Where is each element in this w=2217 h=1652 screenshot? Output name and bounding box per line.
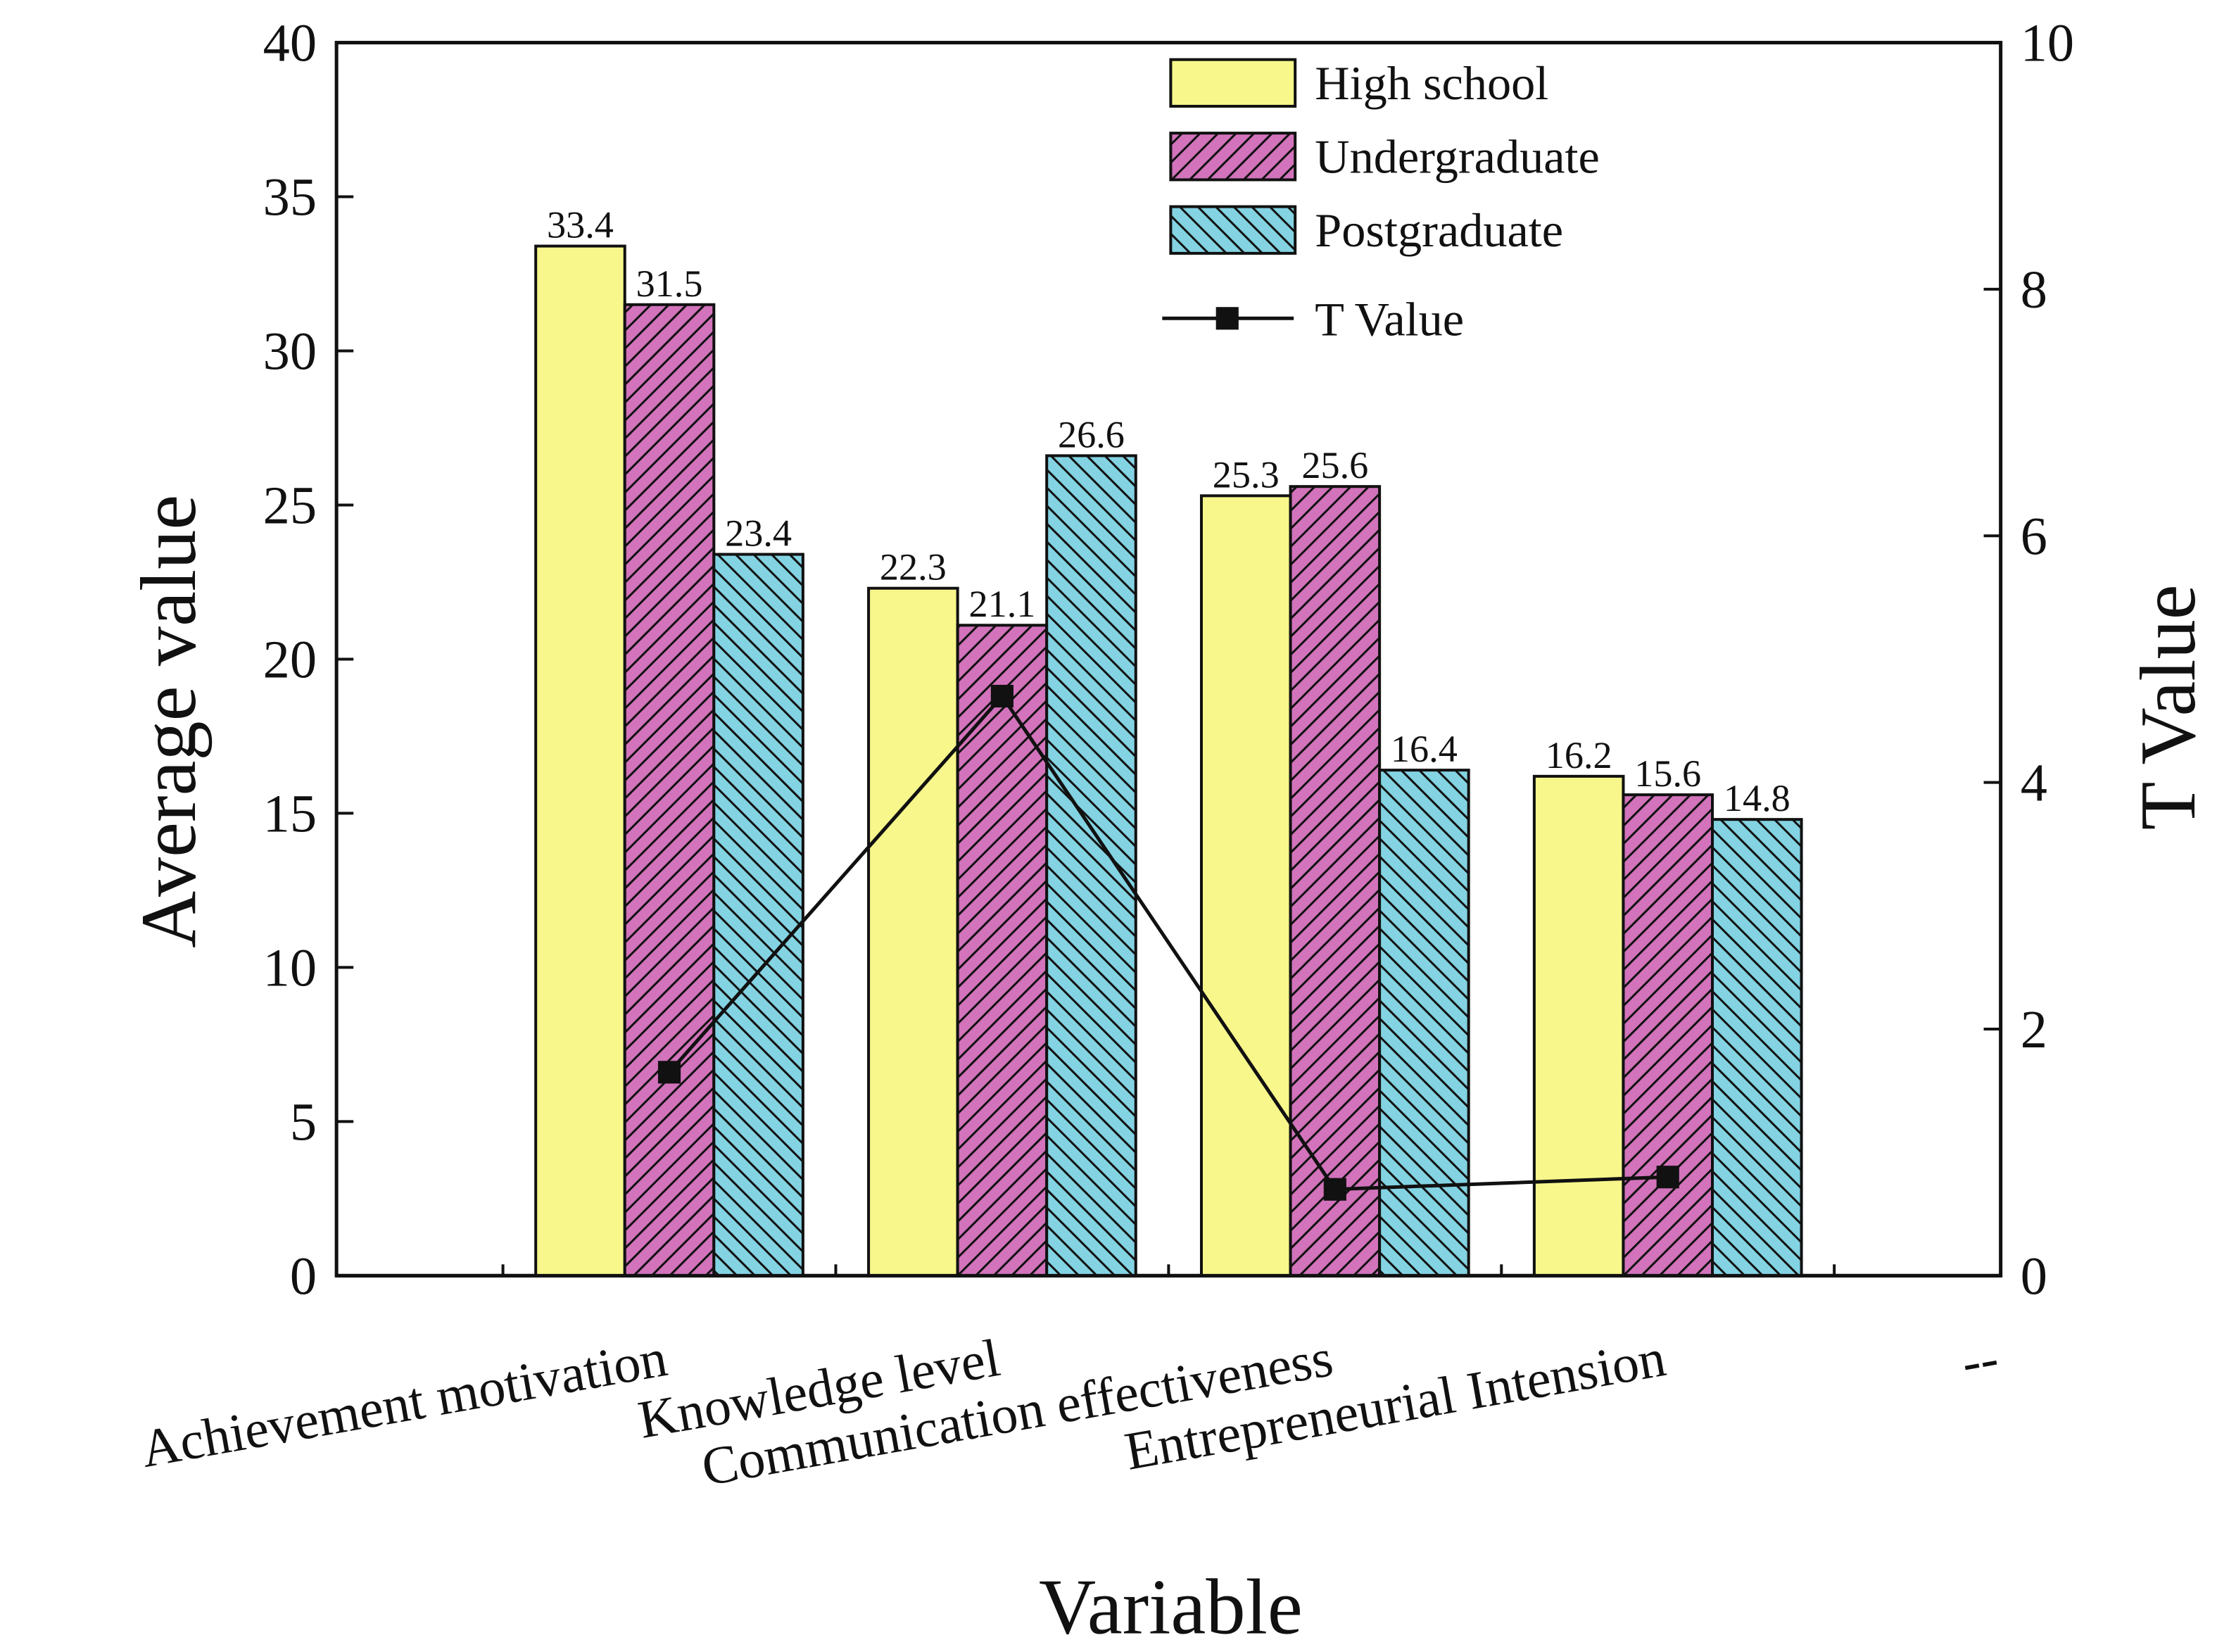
x-tick-label: -- xyxy=(1957,1328,2003,1393)
x-axis-title: Variable xyxy=(1039,1564,1303,1651)
y2-tick-label: 10 xyxy=(2021,13,2074,73)
y-tick-label: 40 xyxy=(263,13,317,73)
legend-label: T Value xyxy=(1315,292,1464,346)
bar xyxy=(1711,818,1803,1278)
value-label: 21.1 xyxy=(968,583,1035,625)
legend-label: Postgraduate xyxy=(1315,203,1563,257)
value-label: 22.3 xyxy=(880,546,947,588)
y-tick-label: 30 xyxy=(263,322,317,382)
value-label: 25.3 xyxy=(1213,453,1280,496)
y2-tick-label: 2 xyxy=(2021,1000,2047,1059)
value-label: 31.5 xyxy=(636,263,703,305)
bar xyxy=(867,586,959,1278)
bar xyxy=(956,624,1049,1278)
y2-tick-label: 8 xyxy=(2021,260,2047,320)
legend-marker xyxy=(1215,307,1239,330)
bar xyxy=(534,244,626,1278)
bar xyxy=(1532,774,1625,1278)
y2-tick-label: 0 xyxy=(2021,1246,2047,1306)
legend-swatch xyxy=(1169,205,1297,255)
bar xyxy=(712,553,804,1278)
bar xyxy=(1622,793,1714,1278)
line-marker xyxy=(657,1061,681,1084)
y2-tick-label: 6 xyxy=(2021,506,2047,566)
line-marker xyxy=(1656,1166,1679,1189)
value-label: 14.8 xyxy=(1724,777,1790,819)
value-label: 25.6 xyxy=(1301,444,1368,486)
x-tick-label: Achievement motivation xyxy=(137,1328,671,1479)
y-tick-label: 35 xyxy=(263,168,317,227)
value-label: 16.2 xyxy=(1546,734,1612,776)
y2-tick-label: 4 xyxy=(2021,753,2047,813)
value-label: 23.4 xyxy=(725,512,792,554)
y-tick-label: 0 xyxy=(290,1246,317,1306)
legend-swatch xyxy=(1169,58,1297,108)
bar xyxy=(1045,454,1137,1278)
line xyxy=(668,693,1668,1192)
legend-label: High school xyxy=(1315,56,1548,110)
bar xyxy=(1199,494,1292,1278)
legend-swatch xyxy=(1169,132,1297,182)
y-tick-label: 15 xyxy=(263,784,317,844)
bar xyxy=(623,303,716,1278)
y-tick-label: 20 xyxy=(263,630,317,690)
value-label: 26.6 xyxy=(1058,413,1125,455)
value-label: 33.4 xyxy=(547,204,614,246)
value-label: 16.4 xyxy=(1391,728,1458,770)
y-tick-label: 10 xyxy=(263,938,317,998)
y-axis-title: Average value xyxy=(125,495,213,948)
bar xyxy=(1378,769,1470,1278)
y-tick-label: 25 xyxy=(263,476,317,536)
line-marker xyxy=(1323,1178,1346,1201)
line-marker xyxy=(990,684,1013,708)
bar xyxy=(1289,485,1382,1278)
legend-label: Undergraduate xyxy=(1315,130,1600,183)
y-tick-label: 5 xyxy=(290,1092,317,1152)
y2-axis-title: T Value xyxy=(2125,584,2212,830)
value-label: 15.6 xyxy=(1634,752,1701,795)
